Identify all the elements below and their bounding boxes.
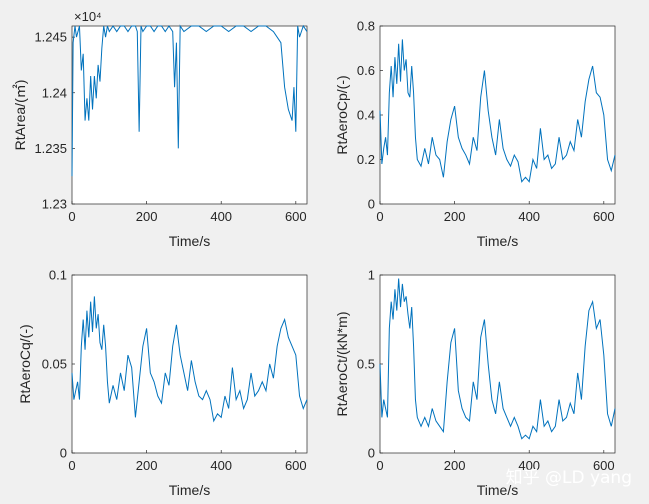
x-axis-label: Time/s <box>169 482 210 498</box>
y-tick-label: 0.5 <box>357 357 375 372</box>
x-tick-label: 0 <box>376 209 383 224</box>
plot-area <box>71 274 308 454</box>
x-tick-label: 600 <box>593 458 615 473</box>
y-axis-label: RtArea/(㎡) <box>12 80 28 151</box>
y-tick-label: 0.4 <box>357 108 375 123</box>
y-tick-label: 0 <box>368 197 375 212</box>
y-tick-label: 1.235 <box>34 141 67 156</box>
subplot-rtarea: 0 200 400 600 1.23 1.235 1.24 1.245 Time/s RtAr… <box>12 9 308 249</box>
y-axis-label: RtAeroCp/(-) <box>334 75 350 154</box>
x-tick-label: 600 <box>285 209 307 224</box>
y-tick-label: 1 <box>368 268 375 283</box>
y-tick-label: 0.2 <box>357 152 375 167</box>
series-line-rtaeroct <box>379 278 616 440</box>
x-tick-label: 400 <box>210 458 232 473</box>
x-tick-label: 0 <box>68 209 75 224</box>
y-tick-label: 0.6 <box>357 63 375 78</box>
y-tick-label: 0 <box>60 446 67 461</box>
series-line-rtaerocp <box>379 39 616 183</box>
x-tick-label: 400 <box>210 209 232 224</box>
x-axis-label: Time/s <box>477 482 518 498</box>
x-tick-label: 200 <box>444 209 466 224</box>
x-tick-label: 600 <box>593 209 615 224</box>
x-tick-label: 400 <box>518 209 540 224</box>
plot-area <box>379 274 616 454</box>
x-axis-label: Time/s <box>477 233 518 249</box>
y-tick-label: 1.23 <box>42 197 67 212</box>
subplot-rtaerocp: 0 200 400 600 0 0.2 0.4 0.6 0.8 Time/s RtAeroCp/… <box>334 19 616 249</box>
watermark: 知乎 @LD yang <box>506 468 632 488</box>
x-tick-label: 200 <box>136 209 158 224</box>
subplot-rtaeroct: 0 200 400 600 0 0.5 1 Time/s RtAeroCt/(kN*m) <box>334 268 616 498</box>
y-tick-label: 0.1 <box>49 268 67 283</box>
y-tick-label: 1.245 <box>34 30 67 45</box>
y-axis-label: RtAeroCq/(-) <box>17 324 33 403</box>
series-line-rtaerocq <box>71 296 308 423</box>
x-axis-label: Time/s <box>169 233 210 249</box>
y-tick-label: 0 <box>368 446 375 461</box>
plot-area <box>71 25 308 205</box>
series-line-rtarea <box>71 24 308 177</box>
subplot-rtaerocq: 0 200 400 600 0 0.05 0.1 Time/s RtAeroCq/(-) <box>17 268 308 498</box>
tick-group: 0 200 400 600 0 0.2 0.4 0.6 0.8 <box>357 19 615 225</box>
x-tick-label: 400 <box>518 458 540 473</box>
y-tick-label: 1.24 <box>42 85 67 100</box>
y-tick-label: 0.05 <box>42 357 67 372</box>
tick-group: 0 200 400 600 0 0.5 1 <box>357 268 615 474</box>
plot-area <box>379 25 616 205</box>
y-tick-label: 0.8 <box>357 19 375 34</box>
x-tick-label: 0 <box>376 458 383 473</box>
x-tick-label: 200 <box>444 458 466 473</box>
x-tick-label: 600 <box>285 458 307 473</box>
tick-group: 0 200 400 600 1.23 1.235 1.24 1.245 <box>34 30 306 224</box>
tick-group: 0 200 400 600 0 0.05 0.1 <box>42 268 307 474</box>
x-tick-label: 0 <box>68 458 75 473</box>
exponent-label: ×10⁴ <box>74 9 102 24</box>
y-axis-label: RtAeroCt/(kN*m) <box>334 311 350 416</box>
x-tick-label: 200 <box>136 458 158 473</box>
